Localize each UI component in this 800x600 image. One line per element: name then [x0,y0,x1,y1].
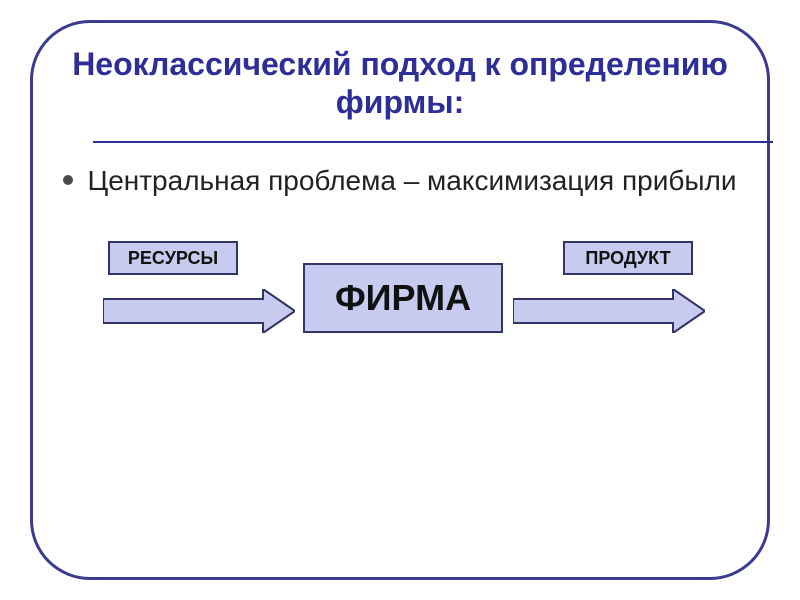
bullet-dot-icon [63,175,73,185]
title-divider [93,141,773,143]
slide-title: Неоклассический подход к определению фир… [33,45,767,122]
flow-diagram: ФИРМА РЕСУРСЫ ПРОДУКТ [33,241,767,381]
node-product-label: ПРОДУКТ [585,248,670,269]
arrow-right-icon [513,289,705,333]
bullet-container: Центральная проблема – максимизация приб… [33,163,767,199]
bullet-text: Центральная проблема – максимизация приб… [87,165,736,196]
node-resources-label: РЕСУРСЫ [128,248,218,269]
node-product: ПРОДУКТ [563,241,693,275]
slide-frame: Неоклассический подход к определению фир… [30,20,770,580]
node-firm-label: ФИРМА [335,277,471,319]
node-firm: ФИРМА [303,263,503,333]
node-resources: РЕСУРСЫ [108,241,238,275]
arrow-left-icon [103,289,295,333]
bullet-item: Центральная проблема – максимизация приб… [63,163,736,199]
